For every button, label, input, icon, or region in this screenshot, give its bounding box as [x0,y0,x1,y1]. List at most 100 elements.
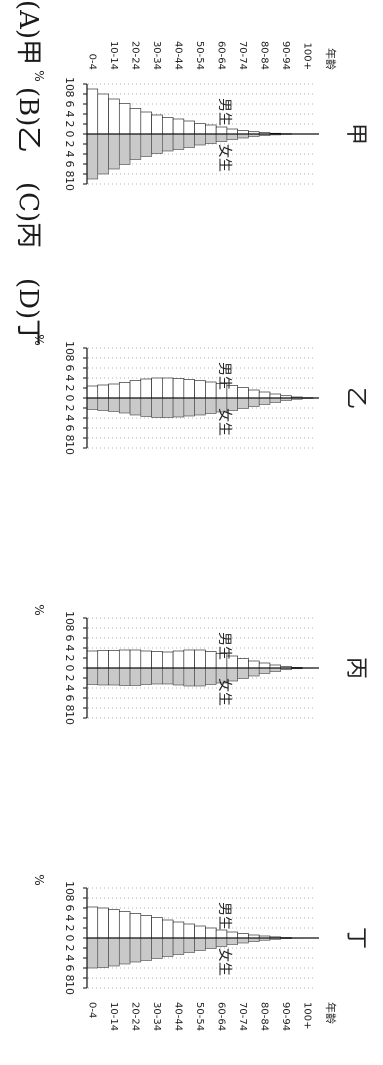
legend-male-label: 男生 [216,362,232,390]
bar-male [248,389,260,399]
x-tick-label: 2 [63,925,76,932]
bar-female [140,397,152,417]
bar-female [108,133,120,170]
bar-female [129,397,142,416]
x-tick-label: 6 [63,695,76,702]
bar-male [162,919,174,939]
option-a[interactable]: (A)甲 [13,0,43,66]
bar-female [194,937,206,951]
bar-male [118,382,131,399]
bar-female [118,397,131,414]
option-b[interactable]: (B)乙 [13,87,43,153]
bar-female [237,937,249,944]
bar-male [118,103,131,135]
bar-male [162,117,174,135]
age-tick-label: 40-44 [172,41,183,70]
bar-female [86,133,99,180]
bar-female [194,133,206,146]
x-tick-label: 4 [63,415,76,422]
x-tick-label: 2 [63,675,76,682]
age-tick-label: 10-14 [108,41,119,70]
x-tick-label: 6 [63,905,76,912]
x-tick-label: 4 [63,151,76,158]
x-tick-label: 8 [63,705,76,712]
bar-female [172,397,185,418]
x-tick-label: 10 [63,441,76,455]
bar-male [194,649,206,669]
bar-female [97,667,109,686]
bar-female [226,133,238,140]
bar-female [118,667,131,686]
x-tick-label: 0 [63,395,76,402]
bar-female [172,667,185,686]
bar-male [151,651,163,669]
bar-male [205,124,217,135]
bar-male [172,378,185,399]
legend-female-label: 女生 [216,678,233,706]
bar-male [183,923,195,939]
bar-male [140,915,152,939]
bar-male [129,108,142,135]
age-tick-label: 30-34 [151,1002,162,1031]
x-tick-label: 6 [63,161,76,168]
bar-male [97,93,109,135]
bar-female [258,397,271,405]
bar-female [172,133,185,150]
bar-male [108,909,120,939]
age-tick-label: 100+ [302,1002,313,1029]
x-tick-label: 10 [63,77,76,91]
x-tick-label: 2 [63,655,76,662]
bar-female [162,937,174,957]
legend-male-label: 男生 [216,632,232,660]
legend-female-label: 女生 [216,408,233,436]
x-axis-unit-label: % [32,604,46,615]
age-tick-label: 90-94 [280,1002,291,1031]
x-tick-label: 4 [63,915,76,922]
chart-title: 乙 [343,387,368,409]
bar-female [86,397,99,410]
bar-female [108,397,120,412]
x-tick-label: 2 [63,945,76,952]
option-c[interactable]: (C)丙 [13,182,43,249]
bar-male [237,933,249,939]
x-tick-label: 8 [63,435,76,442]
bar-female [183,937,195,953]
x-tick-label: 0 [63,935,76,942]
bar-male [226,128,238,135]
bar-male [237,658,249,669]
bar-female [108,667,120,686]
bar-male [215,929,228,939]
x-tick-label: 8 [63,975,76,982]
bar-male [183,649,195,669]
x-tick-label: 0 [63,665,76,672]
bar-male [129,913,142,939]
age-tick-label: 30-34 [151,41,162,70]
age-tick-label: 50-54 [194,1002,205,1031]
x-tick-label: 0 [63,131,76,138]
x-tick-label: 6 [63,365,76,372]
age-tick-label: 40-44 [172,1002,183,1031]
bar-male [162,651,174,669]
bar-female [140,667,152,685]
bar-female [237,397,249,409]
bar-male [172,118,185,135]
bar-male [248,660,260,669]
bar-female [151,937,163,959]
age-tick-label: 10-14 [108,1002,119,1031]
bar-female [129,937,142,963]
x-tick-label: 10 [63,711,76,725]
bar-male [86,906,99,939]
option-d[interactable]: (D)丁 [13,278,43,346]
bar-female [129,133,142,160]
bar-male [97,650,109,669]
x-tick-label: 10 [63,981,76,995]
bar-male [172,650,185,669]
bar-male [172,921,185,939]
bar-female [108,937,120,967]
bar-female [97,133,109,175]
x-tick-label: 2 [63,141,76,148]
bar-female [183,667,195,687]
bar-female [172,937,185,955]
bar-female [226,937,238,945]
x-tick-label: 2 [63,405,76,412]
